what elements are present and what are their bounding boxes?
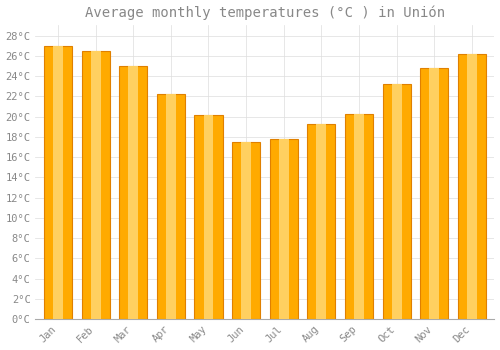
Bar [392, 84, 402, 319]
Bar [44, 46, 72, 319]
Bar [53, 46, 63, 319]
Bar [82, 51, 110, 319]
Bar [467, 54, 477, 319]
Title: Average monthly temperatures (°C ) in Unión: Average monthly temperatures (°C ) in Un… [85, 6, 445, 20]
Bar [232, 142, 260, 319]
Bar [308, 124, 336, 319]
Bar [420, 68, 448, 319]
Bar [316, 124, 326, 319]
Bar [241, 142, 251, 319]
Bar [458, 54, 486, 319]
Bar [270, 139, 298, 319]
Bar [166, 94, 176, 319]
Bar [382, 84, 410, 319]
Bar [430, 68, 439, 319]
Bar [354, 113, 364, 319]
Bar [204, 114, 214, 319]
Bar [128, 66, 138, 319]
Bar [194, 114, 222, 319]
Bar [279, 139, 288, 319]
Bar [90, 51, 101, 319]
Bar [157, 94, 185, 319]
Bar [119, 66, 148, 319]
Bar [345, 113, 373, 319]
